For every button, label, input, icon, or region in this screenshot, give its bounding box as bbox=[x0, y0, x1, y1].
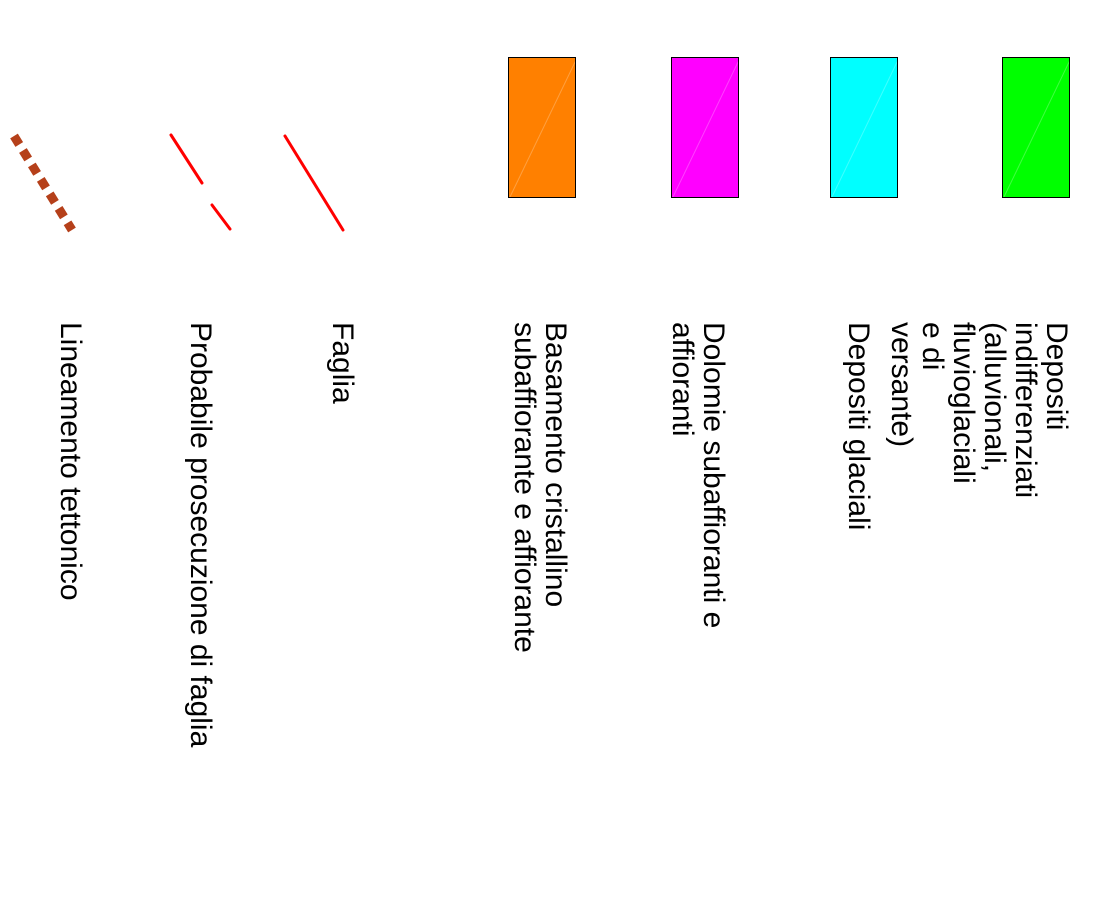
swatch-alluvial-deposits bbox=[1002, 57, 1070, 198]
swatch-glacial-deposits bbox=[830, 57, 898, 198]
label-dolomites: Dolomie subaffioranti e affioranti bbox=[666, 322, 730, 629]
swatch-dolomites bbox=[671, 57, 739, 198]
label-crystalline-basement: Basamento cristallino subaffiorante e af… bbox=[508, 322, 572, 653]
label-alluvial-deposits: Depositi indifferenziati (alluvionali, f… bbox=[885, 322, 1073, 499]
label-tectonic-lineament: Lineamento tettonico bbox=[54, 322, 87, 601]
probable-fault-segment-lower bbox=[210, 203, 232, 231]
label-probable-fault: Probabile prosecuzione di faglia bbox=[184, 322, 217, 748]
fault-line-symbol bbox=[283, 134, 345, 232]
tectonic-lineament-symbol bbox=[10, 133, 76, 233]
swatch-crystalline-basement bbox=[508, 57, 576, 198]
probable-fault-segment-upper bbox=[169, 133, 204, 185]
label-glacial-deposits: Depositi glaciali bbox=[842, 322, 875, 531]
label-fault: Faglia bbox=[326, 322, 359, 404]
